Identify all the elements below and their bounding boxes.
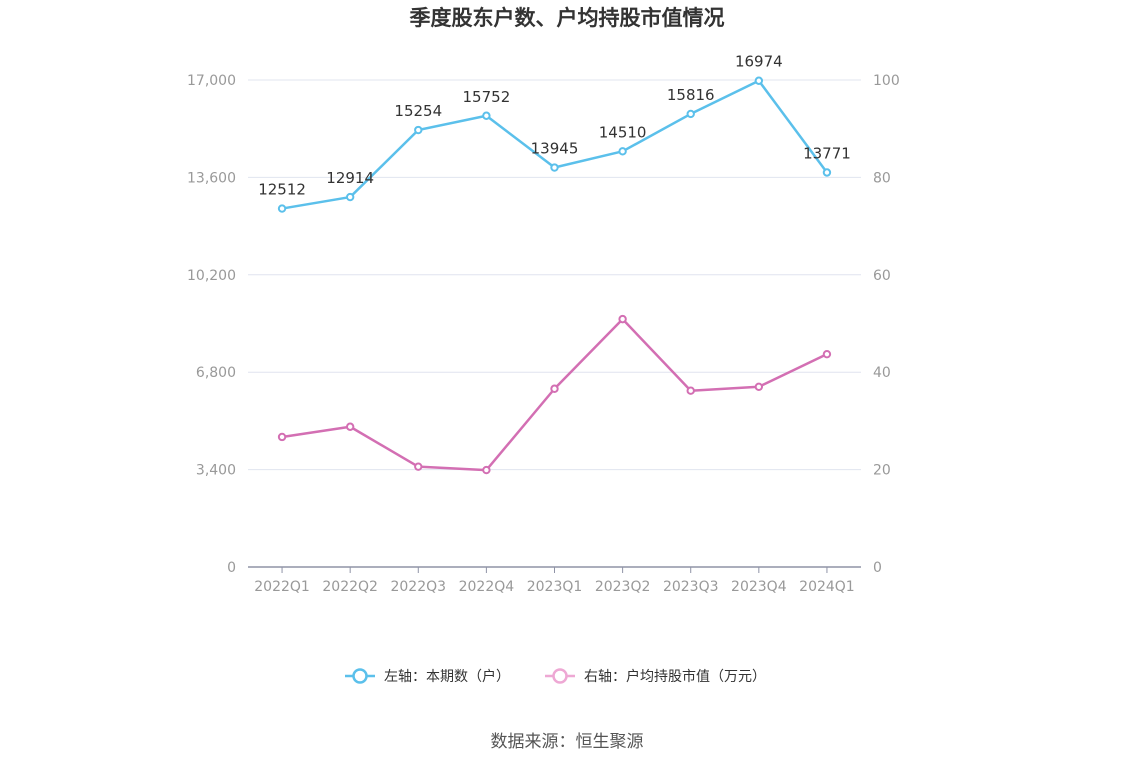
legend-label: 右轴：户均持股市值（万元）: [584, 668, 766, 685]
legend-marker: [352, 668, 368, 684]
series-layer: [277, 76, 832, 475]
x-tick-label: 2022Q4: [459, 579, 515, 595]
data-point[interactable]: [482, 111, 491, 120]
data-label: 12914: [326, 169, 374, 187]
left-tick-label: 13,600: [187, 170, 236, 186]
left-tick-label: 10,200: [187, 268, 236, 284]
data-point[interactable]: [345, 422, 355, 431]
data-point[interactable]: [618, 314, 627, 324]
data-label: 13771: [803, 145, 851, 163]
data-point[interactable]: [822, 349, 832, 359]
x-tick-label: 2022Q1: [254, 579, 310, 595]
data-label: 14510: [599, 123, 647, 141]
legend-item-1[interactable]: 左轴：本期数（户）: [345, 668, 510, 685]
x-tick-label: 2023Q1: [527, 579, 583, 595]
left-axis: 0 3,400 6,800 10,200 13,600 17,000: [187, 73, 236, 576]
x-tick-label: 2024Q1: [799, 579, 855, 595]
data-label: 15816: [667, 86, 715, 104]
x-tick-label: 2023Q3: [663, 579, 719, 595]
chart-title: 季度股东户数、户均持股市值情况: [410, 6, 725, 30]
data-point[interactable]: [550, 384, 559, 393]
right-axis: 0 20 40 60 80 100: [873, 73, 900, 576]
left-tick-label: 0: [227, 560, 236, 576]
data-point[interactable]: [414, 125, 423, 135]
x-tick-label: 2022Q2: [322, 579, 378, 595]
data-point[interactable]: [686, 386, 695, 395]
data-point[interactable]: [754, 76, 764, 85]
right-tick-label: 80: [873, 170, 891, 186]
data-label: 15752: [463, 88, 511, 106]
right-tick-label: 60: [873, 268, 891, 284]
series-1: [277, 76, 832, 213]
right-tick-label: 40: [873, 365, 891, 381]
legend-item-2[interactable]: 右轴：户均持股市值（万元）: [545, 668, 766, 685]
grid-lines: [248, 79, 861, 471]
data-label: 12512: [258, 181, 306, 199]
left-tick-label: 6,800: [196, 365, 236, 381]
data-label: 15254: [394, 102, 442, 120]
data-point[interactable]: [277, 204, 287, 213]
right-tick-label: 20: [873, 463, 891, 479]
data-label: 16974: [735, 53, 783, 71]
data-point[interactable]: [550, 163, 559, 172]
x-axis: 2022Q1 2022Q2 2022Q3 2022Q4 2023Q1 2023Q2 2023…: [248, 566, 861, 595]
series-2: [277, 314, 832, 475]
data-point[interactable]: [414, 462, 423, 471]
x-tick-label: 2023Q2: [595, 579, 651, 595]
series-line: [281, 317, 828, 472]
data-point[interactable]: [482, 465, 491, 475]
right-tick-label: 0: [873, 560, 882, 576]
data-labels: 12512 12914 15254 15752 13945 14510 15816 16974…: [258, 53, 851, 199]
data-point[interactable]: [618, 147, 627, 156]
x-tick-label: 2022Q3: [390, 579, 446, 595]
data-point[interactable]: [822, 168, 832, 177]
data-label: 13945: [531, 140, 579, 158]
data-point[interactable]: [345, 192, 355, 202]
legend-label: 左轴：本期数（户）: [384, 668, 510, 685]
data-point[interactable]: [686, 109, 695, 119]
legend-marker: [552, 668, 568, 684]
source-note: 数据来源：恒生聚源: [491, 732, 644, 752]
left-tick-label: 3,400: [196, 463, 236, 479]
left-tick-label: 17,000: [187, 73, 236, 89]
x-tick-label: 2023Q4: [731, 579, 787, 595]
legend: 左轴：本期数（户） 右轴：户均持股市值（万元）: [345, 668, 766, 685]
data-point[interactable]: [754, 382, 764, 392]
data-point[interactable]: [277, 432, 287, 442]
right-tick-label: 100: [873, 73, 900, 89]
